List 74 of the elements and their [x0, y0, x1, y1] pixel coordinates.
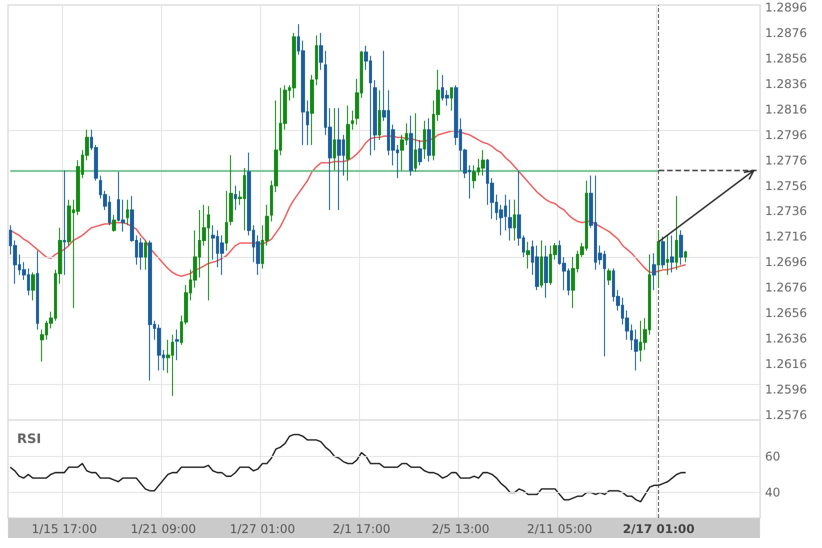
- candlestick: [310, 74, 314, 146]
- y-tick-label: 1.2656: [765, 306, 807, 320]
- candlestick: [31, 272, 35, 301]
- candlestick: [229, 154, 233, 226]
- y-tick-label: 1.2576: [765, 408, 807, 422]
- candlestick: [319, 32, 323, 70]
- candlestick: [112, 214, 116, 232]
- y-tick-label: 1.2616: [765, 356, 807, 371]
- x-tick-label: 2/17 01:00: [622, 522, 695, 536]
- y-tick-label: 1.2636: [765, 332, 807, 346]
- line-series: [10, 130, 686, 277]
- x-tick-label: 1/27 01:00: [230, 522, 296, 536]
- candlestick: [36, 250, 39, 330]
- candlestick: [418, 139, 422, 166]
- y-tick-label: 1.2876: [765, 26, 807, 40]
- candlestick: [220, 234, 224, 276]
- y-tick-label: 1.2696: [765, 255, 807, 270]
- candlestick: [175, 329, 179, 361]
- candlestick: [666, 234, 669, 276]
- candlestick: [679, 230, 683, 266]
- candlestick: [661, 236, 665, 270]
- y-tick-label: 40: [765, 486, 780, 500]
- candlestick: [652, 252, 656, 291]
- candlestick: [540, 240, 543, 288]
- candlestick: [225, 190, 228, 252]
- y-tick-label: 1.2796: [765, 128, 807, 142]
- y-tick-label: 1.2896: [765, 0, 807, 15]
- candlestick: [144, 240, 147, 270]
- y-tick-label: 1.2836: [765, 76, 807, 91]
- candlestick: [333, 108, 336, 171]
- x-tick-label: 2/11 05:00: [526, 522, 592, 536]
- x-tick-label: 1/15 17:00: [32, 522, 97, 536]
- y-tick-label: 60: [765, 449, 780, 464]
- candlestick: [409, 115, 413, 176]
- candlestick: [450, 87, 453, 112]
- candlestick: [315, 35, 318, 86]
- candlestick: [607, 268, 611, 286]
- candlestick: [292, 32, 296, 98]
- candlestick: [508, 199, 512, 242]
- line-series: [10, 434, 686, 502]
- y-tick-label: 1.2756: [765, 178, 807, 193]
- y-tick-label: 1.2716: [765, 230, 807, 244]
- candlestick: [346, 105, 350, 182]
- candlestick: [157, 324, 161, 371]
- candlestick: [234, 185, 237, 210]
- candlestick: [351, 110, 354, 130]
- x-tick-label: 2/1 17:00: [332, 522, 390, 536]
- candlestick: [544, 245, 548, 298]
- candlestick: [373, 80, 377, 151]
- candlestick: [63, 170, 66, 276]
- candlestick: [378, 90, 381, 140]
- y-tick-label: 1.2676: [765, 280, 807, 295]
- y-tick-label: 1.2816: [765, 102, 807, 116]
- candlestick: [657, 230, 660, 288]
- y-tick-label: 1.2736: [765, 204, 807, 218]
- candlestick: [684, 250, 687, 263]
- y-tick-label: 1.2776: [765, 153, 807, 168]
- candlestick: [526, 241, 530, 270]
- candlestick: [337, 108, 341, 210]
- y-tick-label: 1.2596: [765, 382, 807, 396]
- candlestick: [414, 112, 417, 172]
- candlestick: [670, 234, 674, 273]
- candlestick: [148, 240, 152, 382]
- candlestick: [675, 195, 678, 270]
- x-tick-label: 1/21 09:00: [130, 522, 196, 536]
- y-tick-label: 1.2856: [765, 51, 807, 66]
- text: RSI: [17, 432, 42, 447]
- candlestick: [126, 199, 129, 226]
- candlestick: [423, 120, 426, 160]
- candlestick: [427, 118, 431, 162]
- x-tick-label: 2/5 13:00: [432, 522, 490, 536]
- candlestick: [481, 150, 485, 176]
- candlestick: [139, 237, 143, 270]
- candlestick: [513, 199, 516, 242]
